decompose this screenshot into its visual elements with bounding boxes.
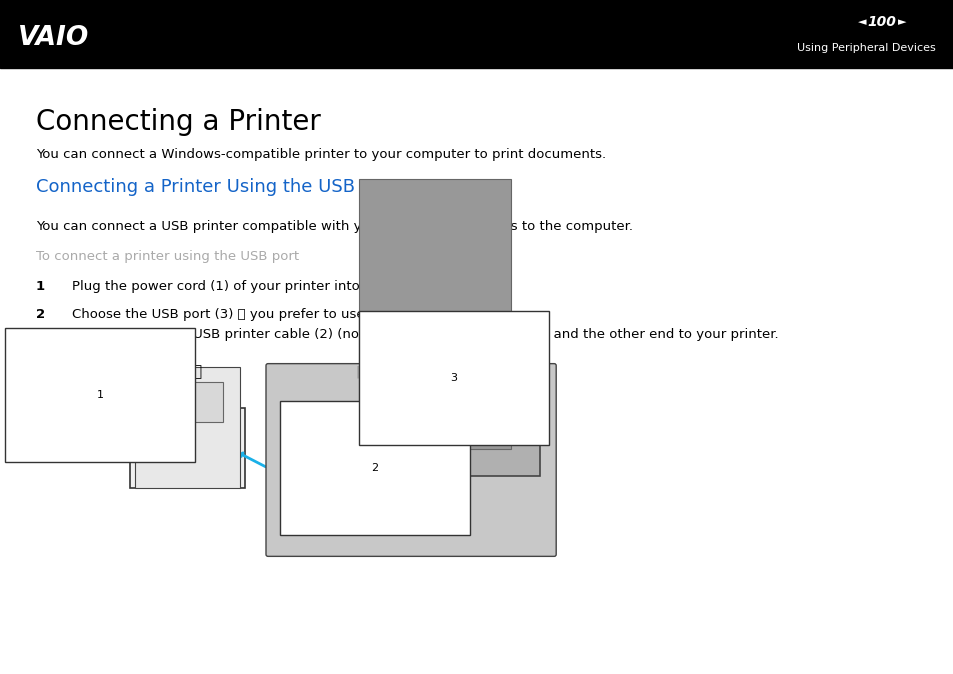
Text: VAIO: VAIO bbox=[18, 25, 90, 51]
Text: ►: ► bbox=[897, 17, 905, 27]
Bar bbox=[0, 0, 953, 68]
Text: 3: 3 bbox=[450, 373, 457, 383]
Text: Plug one end of a USB printer cable (2) (not supplied) into the USB port and the: Plug one end of a USB printer cable (2) … bbox=[71, 328, 778, 341]
Bar bbox=[135, 367, 240, 488]
Bar bbox=[154, 381, 223, 422]
Text: You can connect a Windows-compatible printer to your computer to print documents: You can connect a Windows-compatible pri… bbox=[36, 148, 605, 161]
Bar bbox=[148, 408, 230, 418]
Text: 2: 2 bbox=[36, 308, 45, 321]
Text: 3: 3 bbox=[36, 328, 45, 341]
Text: You can connect a USB printer compatible with your version of Windows to the com: You can connect a USB printer compatible… bbox=[36, 220, 633, 233]
Text: ‖: ‖ bbox=[355, 365, 361, 379]
Text: Choose the USB port (3) ␥ you prefer to use.: Choose the USB port (3) ␥ you prefer to … bbox=[71, 308, 369, 321]
Bar bbox=[130, 408, 245, 488]
Text: ◄: ◄ bbox=[857, 17, 865, 27]
Text: 1: 1 bbox=[96, 390, 103, 400]
Text: Plug the power cord (1) of your printer into an AC outlet.: Plug the power cord (1) of your printer … bbox=[71, 280, 450, 293]
Text: ␥: ␥ bbox=[192, 365, 201, 379]
Bar bbox=[5, 328, 195, 462]
Bar bbox=[279, 400, 470, 535]
Text: Using Peripheral Devices: Using Peripheral Devices bbox=[797, 43, 935, 53]
Text: To connect a printer using the USB port: To connect a printer using the USB port bbox=[36, 250, 299, 263]
Text: Connecting a Printer: Connecting a Printer bbox=[36, 108, 320, 136]
Bar bbox=[358, 179, 511, 449]
Text: 1: 1 bbox=[36, 280, 45, 293]
FancyBboxPatch shape bbox=[266, 364, 556, 556]
Text: 100: 100 bbox=[866, 15, 896, 29]
Text: Connecting a Printer Using the USB Port: Connecting a Printer Using the USB Port bbox=[36, 178, 396, 196]
Bar bbox=[330, 420, 539, 476]
Bar bbox=[358, 311, 549, 446]
Text: 2: 2 bbox=[371, 463, 378, 473]
